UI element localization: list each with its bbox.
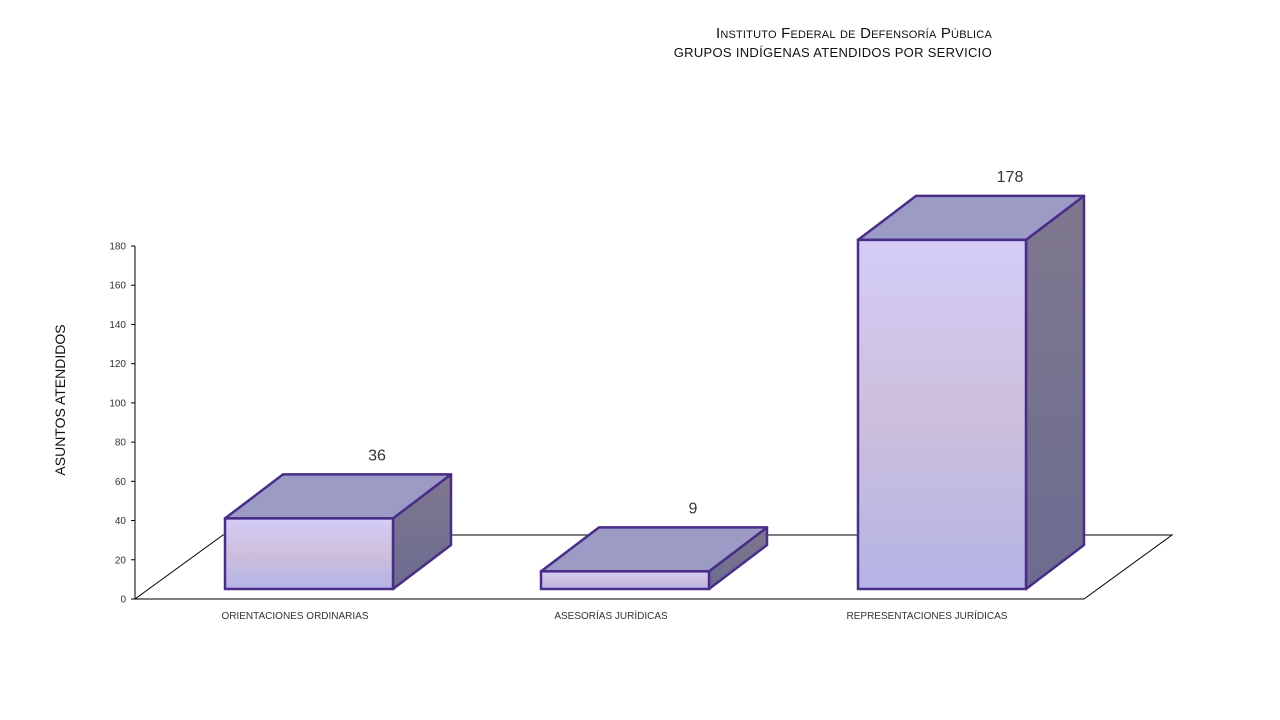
chart-title-block: Instituto Federal de Defensoría Pública … — [560, 24, 992, 62]
bar-front-face — [539, 570, 711, 591]
data-label: 178 — [997, 169, 1024, 186]
bar — [856, 194, 1086, 591]
y-tick-label: 180 — [109, 242, 126, 253]
y-tick-label: 20 — [115, 555, 127, 566]
data-label: 36 — [368, 447, 386, 464]
bar — [539, 526, 769, 591]
y-tick-label: 0 — [120, 595, 126, 606]
bar-side-face — [1024, 194, 1086, 591]
x-category-label: REPRESENTACIONES JURÍDICAS — [847, 609, 1008, 622]
y-tick-label: 100 — [109, 398, 126, 409]
y-tick-label: 140 — [109, 320, 126, 331]
x-category-label: ASESORÍAS JURÍDICAS — [554, 609, 668, 622]
bar-front-face — [223, 517, 395, 591]
bar-front-face — [856, 238, 1028, 591]
y-tick-label: 40 — [115, 516, 127, 527]
y-tick-label: 160 — [109, 281, 126, 292]
chart-subtitle: GRUPOS INDÍGENAS ATENDIDOS POR SERVICIO — [673, 45, 992, 60]
y-tick-label: 60 — [115, 477, 127, 488]
x-category-label: ORIENTACIONES ORDINARIAS — [221, 611, 368, 622]
bar — [223, 473, 453, 591]
data-label: 9 — [689, 500, 698, 517]
y-tick-label: 80 — [115, 438, 127, 449]
chart-floor — [133, 534, 1174, 600]
y-tick-label: 120 — [109, 359, 126, 370]
chart-title: Instituto Federal de Defensoría Pública — [715, 25, 992, 42]
y-axis-title: ASUNTOS ATENDIDOS — [52, 324, 68, 475]
